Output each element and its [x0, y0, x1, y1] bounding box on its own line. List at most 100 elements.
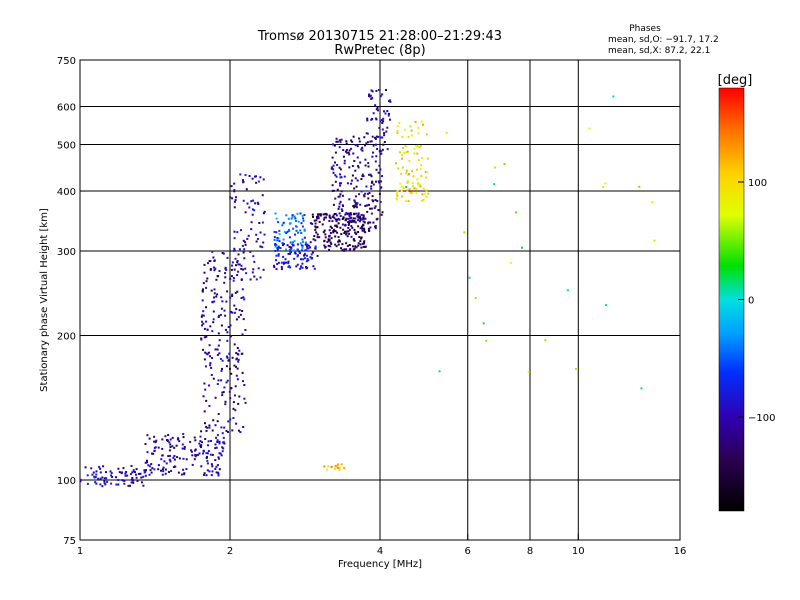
data-point	[276, 248, 279, 251]
data-point	[212, 266, 215, 269]
data-point	[283, 230, 286, 233]
data-point	[277, 237, 280, 240]
data-point	[325, 216, 327, 219]
data-point	[182, 433, 185, 435]
data-point	[150, 471, 153, 474]
data-point	[273, 230, 276, 233]
data-point	[380, 152, 383, 155]
data-point	[181, 447, 184, 450]
data-point	[327, 465, 330, 468]
data-point	[379, 95, 382, 98]
data-point	[259, 276, 262, 279]
data-point	[216, 434, 219, 437]
data-point	[243, 248, 246, 251]
data-point	[236, 274, 239, 277]
data-point	[276, 263, 279, 265]
data-point	[135, 473, 137, 476]
data-point	[220, 379, 223, 382]
data-point	[352, 248, 355, 251]
data-point	[244, 401, 247, 404]
data-point	[316, 217, 319, 220]
data-point	[168, 449, 171, 452]
data-point	[221, 446, 224, 449]
data-point	[212, 318, 215, 321]
data-point	[314, 247, 317, 250]
data-point	[191, 454, 194, 457]
data-point	[301, 262, 304, 265]
data-point	[345, 217, 348, 220]
data-point	[354, 231, 357, 234]
data-point	[141, 481, 143, 484]
data-point	[238, 429, 240, 432]
colorbar-tick-label: 0	[748, 296, 754, 307]
data-point	[340, 182, 342, 185]
data-point	[247, 234, 250, 237]
data-point	[317, 215, 320, 218]
data-point	[282, 221, 285, 224]
data-point	[368, 95, 370, 98]
data-point	[218, 468, 221, 471]
data-point	[203, 382, 206, 385]
data-point	[274, 245, 277, 248]
data-point	[332, 189, 335, 192]
data-point	[340, 247, 343, 250]
data-point	[189, 440, 192, 443]
data-point	[341, 223, 344, 226]
data-point	[224, 403, 227, 406]
data-point	[381, 122, 384, 124]
data-point	[289, 222, 292, 225]
data-point	[220, 369, 223, 372]
data-point	[288, 228, 290, 231]
data-point	[198, 452, 201, 455]
colorbar-tick-label: 100	[748, 178, 767, 189]
data-point	[145, 469, 147, 472]
data-point	[338, 195, 341, 198]
data-point	[167, 471, 170, 473]
data-point	[302, 258, 305, 261]
data-point	[309, 241, 312, 244]
data-point	[368, 173, 370, 176]
data-point	[358, 137, 361, 140]
data-point	[612, 95, 615, 98]
data-point	[161, 473, 164, 476]
x-tick-label: 8	[527, 546, 533, 557]
data-point	[132, 479, 135, 482]
data-point	[420, 145, 422, 147]
data-point	[312, 265, 315, 268]
data-point	[285, 214, 288, 217]
data-point	[142, 484, 145, 487]
data-point	[350, 147, 353, 150]
data-point	[411, 192, 413, 195]
data-point	[237, 402, 240, 405]
data-point	[147, 464, 150, 467]
data-point	[366, 117, 369, 120]
data-point	[494, 166, 497, 169]
data-point	[332, 231, 335, 234]
data-point	[323, 229, 326, 232]
data-point	[337, 195, 340, 198]
data-point	[233, 268, 236, 271]
data-point	[306, 243, 309, 246]
data-point	[135, 468, 138, 471]
data-point	[381, 148, 384, 151]
data-point	[146, 461, 148, 464]
data-point	[205, 399, 208, 402]
data-point	[131, 477, 134, 479]
y-tick-label: 500	[57, 141, 76, 152]
data-point	[354, 221, 357, 224]
data-point	[343, 232, 346, 235]
data-point	[152, 452, 155, 455]
data-point	[249, 278, 252, 281]
data-point	[302, 219, 305, 222]
data-point	[211, 453, 214, 456]
data-point	[413, 147, 416, 150]
data-point	[207, 351, 210, 354]
data-point	[275, 217, 278, 220]
data-point	[339, 168, 342, 171]
data-point	[369, 94, 372, 97]
data-point	[290, 217, 293, 220]
data-point	[376, 217, 379, 220]
data-point	[299, 242, 302, 245]
data-point	[346, 235, 349, 238]
data-point	[382, 143, 385, 146]
